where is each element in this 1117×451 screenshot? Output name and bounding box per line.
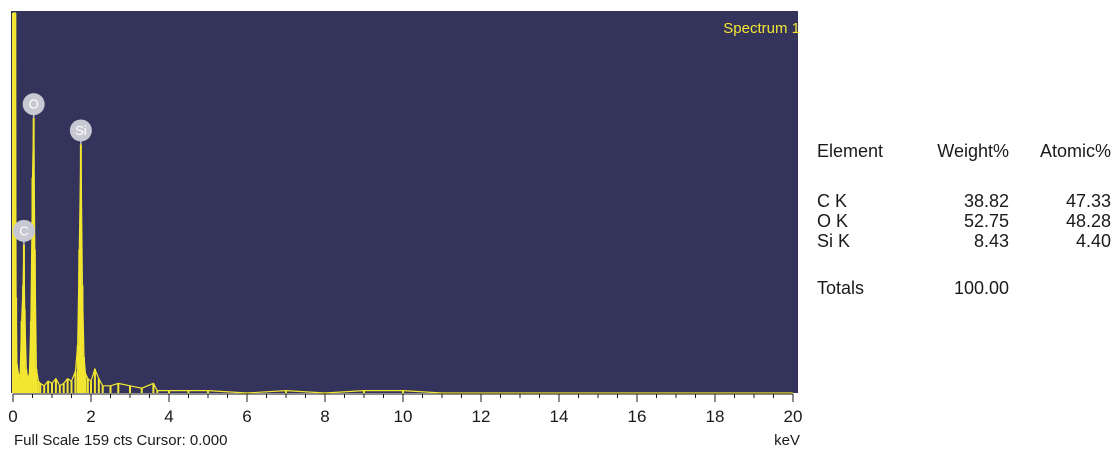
x-tick-label: 12	[472, 407, 491, 426]
x-tick-label: 16	[628, 407, 647, 426]
element-name: C K	[817, 191, 848, 211]
quantification-table: Element Weight% Atomic% C K 38.82 47.33 …	[817, 138, 1113, 298]
peak-markers-group: C O Si	[12, 93, 92, 245]
x-tick-label: 6	[242, 407, 251, 426]
x-tick-label: 18	[706, 407, 725, 426]
x-tick-label: 14	[550, 407, 569, 426]
totals-weight: 100.00	[953, 278, 1009, 298]
spectrum-chart: C O Si Spectrum 1 0 2 4 6 8 10 12 14 16 18 20 Full S…	[8, 11, 803, 449]
peak-marker	[12, 219, 35, 242]
x-tick-label: 0	[8, 407, 17, 426]
weight-percent: 8.43	[973, 231, 1009, 251]
spectrum-trace-group	[12, 12, 793, 394]
table-row: Si K 8.43 4.40	[817, 231, 1113, 251]
weight-percent: 52.75	[963, 211, 1009, 231]
peak-label: C	[19, 223, 28, 238]
peak-marker	[22, 93, 45, 116]
x-axis-unit-label: keV	[774, 432, 800, 449]
x-tick-label: 8	[320, 407, 329, 426]
full-scale-cursor-readout: Full Scale 159 cts Cursor: 0.000	[14, 432, 227, 449]
x-tick-label: 2	[86, 407, 95, 426]
peak-label: O	[29, 97, 39, 112]
column-header-weight: Weight%	[937, 141, 1009, 161]
x-tick-label: 20	[784, 407, 803, 426]
atomic-percent: 4.40	[1075, 231, 1111, 251]
peak-marker	[69, 119, 92, 142]
atomic-percent: 47.33	[1065, 191, 1111, 211]
element-name: Si K	[817, 231, 851, 251]
plot-background	[11, 11, 798, 393]
atomic-percent: 48.28	[1065, 211, 1111, 231]
x-axis: 0 2 4 6 8 10 12 14 16 18 20	[8, 393, 803, 426]
peak-label: Si	[75, 123, 87, 138]
x-tick-label: 10	[394, 407, 413, 426]
x-tick-label: 4	[164, 407, 173, 426]
spectrum-line	[13, 12, 793, 394]
totals-label: Totals	[817, 278, 865, 298]
table-header-row: Element Weight% Atomic%	[817, 138, 1113, 164]
table-row: C K 38.82 47.33	[817, 191, 1113, 211]
table-row: O K 52.75 48.28	[817, 211, 1113, 231]
element-name: O K	[817, 211, 849, 231]
weight-percent: 38.82	[963, 191, 1009, 211]
totals-row: Totals 100.00	[817, 278, 1113, 298]
column-header-element: Element	[817, 141, 884, 161]
spectrum-title: Spectrum 1	[723, 20, 800, 37]
column-header-atomic: Atomic%	[1039, 141, 1111, 161]
